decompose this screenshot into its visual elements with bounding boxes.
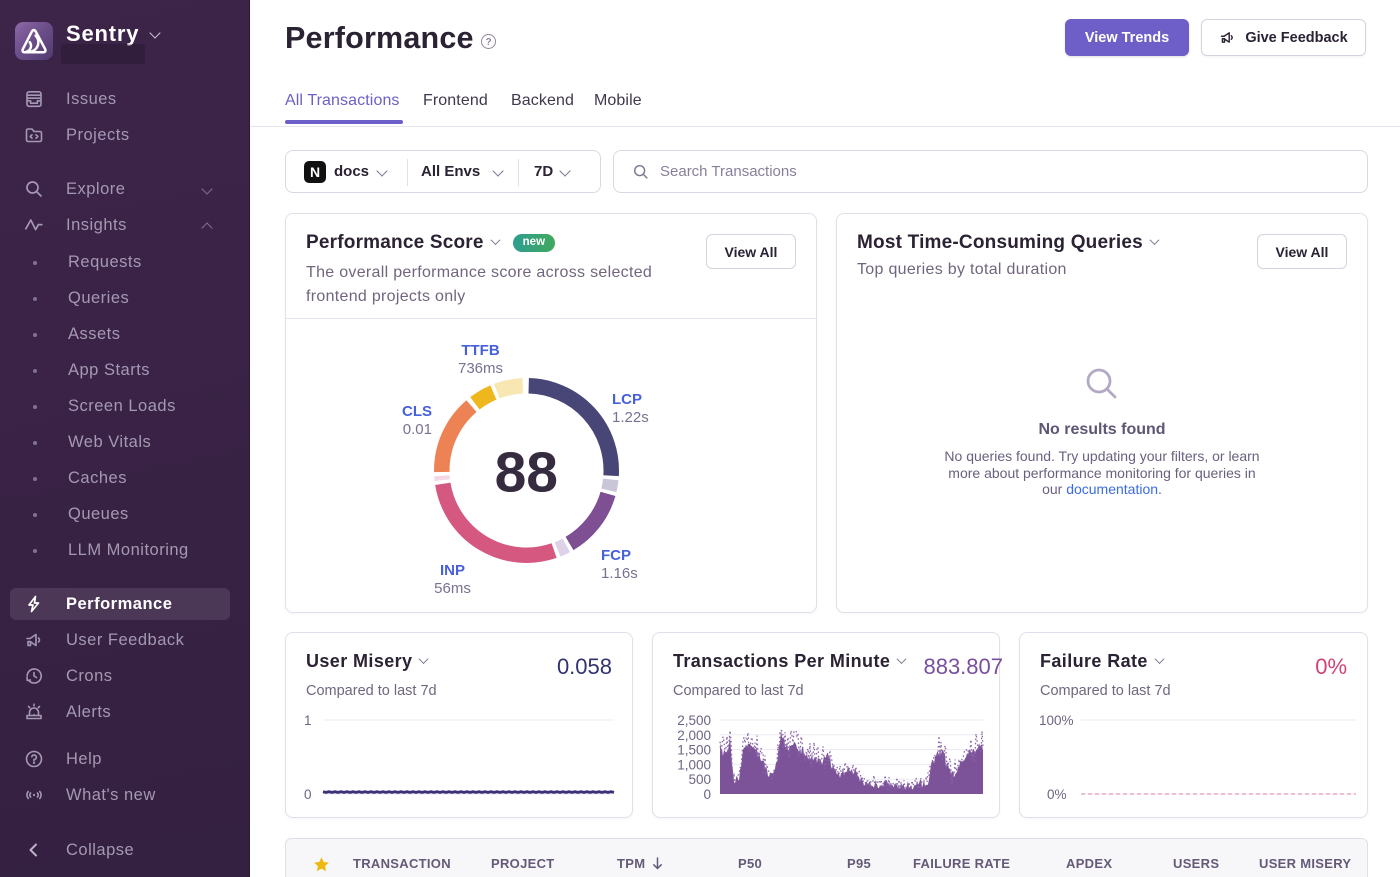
svg-text:FCP: FCP — [601, 547, 631, 564]
svg-text:0.01: 0.01 — [403, 421, 432, 438]
svg-text:0: 0 — [304, 787, 312, 802]
svg-text:736ms: 736ms — [458, 360, 503, 377]
svg-text:2,500: 2,500 — [677, 713, 711, 728]
svg-text:56ms: 56ms — [434, 580, 471, 597]
svg-text:CLS: CLS — [402, 403, 432, 420]
svg-text:88: 88 — [495, 441, 558, 505]
svg-text:1: 1 — [304, 713, 312, 728]
svg-text:0%: 0% — [1047, 787, 1067, 802]
svg-text:INP: INP — [440, 562, 465, 579]
svg-text:1,500: 1,500 — [677, 743, 711, 758]
svg-text:500: 500 — [688, 772, 711, 787]
svg-text:2,000: 2,000 — [677, 728, 711, 743]
svg-text:LCP: LCP — [612, 391, 642, 408]
svg-text:1.22s: 1.22s — [612, 409, 649, 426]
svg-text:0: 0 — [703, 787, 711, 802]
svg-text:1,000: 1,000 — [677, 757, 711, 772]
svg-text:100%: 100% — [1039, 713, 1074, 728]
svg-text:1.16s: 1.16s — [601, 565, 638, 582]
svg-text:TTFB: TTFB — [461, 342, 499, 359]
